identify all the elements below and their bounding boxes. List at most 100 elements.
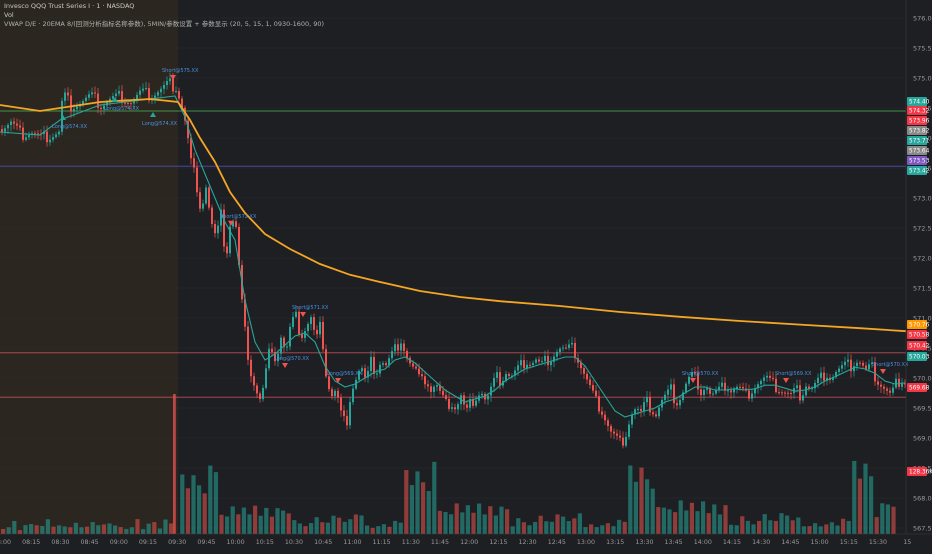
volume-bar <box>891 506 896 534</box>
signal-label: Short@569.XX <box>775 371 812 377</box>
candle-body <box>391 351 393 359</box>
volume-bar <box>409 485 414 534</box>
candle-body <box>877 381 879 385</box>
price-tag-label: 574.32 <box>909 109 930 115</box>
volume-label: Vol <box>4 11 14 19</box>
candle-body <box>865 365 867 370</box>
candle-body <box>811 388 813 390</box>
candle-body <box>361 368 363 371</box>
x-tick-label: 09:00 <box>110 539 128 546</box>
candle-body <box>457 404 459 410</box>
candle-body <box>172 78 174 92</box>
y-tick-label: 571.50 <box>913 285 932 293</box>
candle-body <box>316 329 318 335</box>
volume-bar <box>723 505 728 534</box>
signal-marker <box>228 220 234 226</box>
volume-bar <box>337 517 342 534</box>
x-tick-label: 08:00 <box>0 539 11 546</box>
candle-body <box>601 411 603 415</box>
signal-label: Short@575.XX <box>162 68 199 74</box>
volume-bar <box>594 527 599 534</box>
volume-bar <box>673 512 678 534</box>
volume-bar <box>779 513 784 534</box>
indicator-legend: VWAP D/E · 20EMA 8/(回测分析指标名称参数), 5MIN/参数… <box>4 20 325 28</box>
candle-body <box>517 365 519 371</box>
candle-body <box>28 134 30 138</box>
volume-bar <box>297 523 302 534</box>
candle-body <box>376 373 378 375</box>
volume-bar <box>712 504 717 534</box>
candle-body <box>712 393 714 395</box>
volume-bar <box>107 523 112 534</box>
candle-body <box>757 384 759 389</box>
volume-bar <box>281 510 286 534</box>
x-tick-label: 12:30 <box>519 539 537 546</box>
volume-bar <box>829 522 834 534</box>
candle-body <box>250 359 252 377</box>
volume-bar <box>656 507 661 534</box>
candle-body <box>898 378 900 387</box>
volume-bar <box>197 485 202 534</box>
candle-body <box>631 414 633 425</box>
premarket-shade <box>0 0 178 534</box>
signal-label: Short@570.XX <box>872 362 909 368</box>
candle-body <box>544 355 546 362</box>
volume-bar <box>253 505 258 534</box>
candle-body <box>88 94 90 98</box>
volume-bar <box>191 475 196 534</box>
candle-body <box>646 397 648 403</box>
volume-bar <box>370 527 375 534</box>
volume-bar <box>566 521 571 534</box>
candle-body <box>97 93 99 108</box>
x-tick-label: 10:15 <box>256 539 274 546</box>
candle-body <box>427 384 429 387</box>
price-tag <box>907 320 927 329</box>
y-tick-label: 573.00 <box>913 195 932 203</box>
candle-body <box>235 221 237 227</box>
candle-body <box>874 362 876 382</box>
volume-bar <box>29 524 34 534</box>
candle-body <box>91 92 93 95</box>
candle-body <box>529 364 531 366</box>
candle-body <box>481 393 483 396</box>
volume-bar <box>387 526 392 534</box>
candle-body <box>184 107 186 121</box>
candle-body <box>514 370 516 376</box>
signal-marker <box>112 97 118 102</box>
price-tag-label: 574.40 <box>909 100 930 106</box>
candle-body <box>73 109 75 112</box>
candle-body <box>16 123 18 126</box>
candle-body <box>211 207 213 224</box>
candle-body <box>214 223 216 234</box>
candle-body <box>463 395 465 405</box>
signal-marker <box>150 112 156 117</box>
y-tick-label: 572.50 <box>913 225 932 233</box>
price-tag <box>907 146 927 155</box>
candle-body <box>658 407 660 417</box>
candle-body <box>85 97 87 102</box>
price-tag <box>907 97 927 106</box>
x-tick-label: 14:30 <box>752 539 770 546</box>
volume-bar <box>813 523 818 534</box>
candle-body <box>313 317 315 330</box>
candle-body <box>367 371 369 378</box>
candle-body <box>382 363 384 365</box>
candle-body <box>451 407 453 409</box>
signal-marker <box>783 378 789 383</box>
volume-bar <box>398 522 403 534</box>
candle-body <box>889 390 891 393</box>
volume-bar <box>163 519 168 534</box>
candle-body <box>589 379 591 386</box>
volume-bar <box>706 513 711 534</box>
price-tag-label: 569.68 <box>909 386 930 392</box>
candle-body <box>751 393 753 399</box>
volume-bar <box>443 512 448 534</box>
candle-body <box>19 125 21 128</box>
candle-body <box>13 121 15 124</box>
candle-body <box>640 408 642 411</box>
volume-bar <box>152 522 157 534</box>
candle-body <box>262 387 264 400</box>
candle-body <box>37 133 39 135</box>
price-tag-label: 570.76 <box>909 323 930 329</box>
